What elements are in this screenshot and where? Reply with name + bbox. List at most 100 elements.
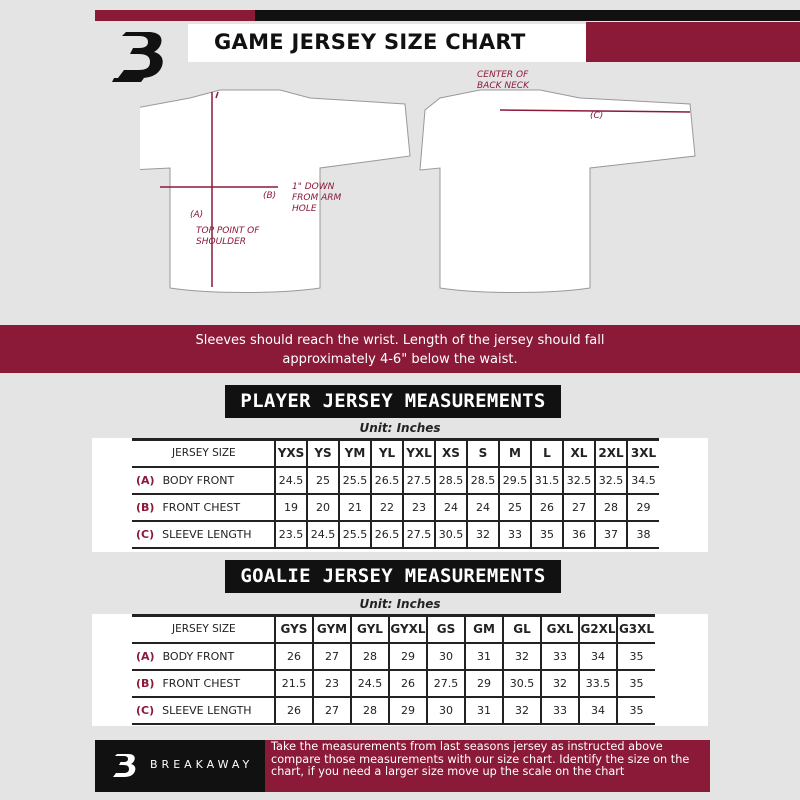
title-accent-block: [586, 22, 800, 62]
row-name: BODY FRONT: [162, 473, 235, 487]
measurement-cell: 20: [306, 493, 339, 522]
measurement-cell: 29: [388, 696, 427, 725]
measurement-row: (B) FRONT CHEST 21.5 23 24.5 26 27.5 29 30.5 32 33…: [132, 669, 655, 698]
measurement-cell: 24: [434, 493, 467, 522]
measurement-cell: 22: [370, 493, 403, 522]
a-marker: (A): [190, 210, 204, 220]
measurement-cell: 34: [578, 642, 617, 671]
measurement-cell: 28: [350, 642, 389, 671]
size-header: XS: [434, 438, 467, 468]
measurement-cell: 24.5: [274, 466, 307, 495]
size-header: GL: [502, 614, 541, 644]
measurement-cell: 29: [626, 493, 659, 522]
measurement-cell: 27: [312, 696, 351, 725]
player-section-title: PLAYER JERSEY MEASUREMENTS: [225, 385, 561, 418]
measurement-cell: 35: [530, 520, 563, 549]
measurement-cell: 25: [306, 466, 339, 495]
size-header: GYS: [274, 614, 313, 644]
size-header: G3XL: [616, 614, 655, 644]
size-header: L: [530, 438, 563, 468]
measurement-cell: 36: [562, 520, 595, 549]
row-name: FRONT CHEST: [162, 676, 241, 690]
row-name: SLEEVE LENGTH: [162, 703, 252, 717]
measurement-cell: 31: [464, 642, 503, 671]
page-title: GAME JERSEY SIZE CHART: [188, 24, 586, 62]
measurement-cell: 27.5: [402, 520, 435, 549]
fit-instructions-banner: Sleeves should reach the wrist. Length o…: [0, 325, 800, 373]
row-label: (B) FRONT CHEST: [132, 669, 275, 698]
measurement-cell: 26: [530, 493, 563, 522]
row-name: FRONT CHEST: [162, 500, 241, 514]
size-header: YXL: [402, 438, 435, 468]
measurement-cell: 30: [426, 696, 465, 725]
goalie-size-table: JERSEY SIZE GYS GYM GYL GYXL GS GM GL GXL G2XL G3X…: [132, 614, 655, 725]
banner-line-2: approximately 4-6" below the waist.: [282, 352, 518, 367]
measurement-cell: 27.5: [426, 669, 465, 698]
center-back-neck-label: CENTER OF BACK NECK: [477, 70, 529, 91]
size-header: YM: [338, 438, 371, 468]
measurement-cell: 32.5: [594, 466, 627, 495]
measurement-cell: 32: [502, 696, 541, 725]
measurement-cell: 26.5: [370, 466, 403, 495]
measurement-row: (B) FRONT CHEST 19 20 21 22 23 24 24 25 26 27 28 29: [132, 493, 659, 522]
c-marker: (C): [590, 111, 604, 121]
measurement-cell: 32: [466, 520, 499, 549]
measurement-cell: 23: [312, 669, 351, 698]
measurement-cell: 32.5: [562, 466, 595, 495]
measurement-cell: 35: [616, 642, 655, 671]
measurement-row: (C) SLEEVE LENGTH 23.5 24.5 25.5 26.5 27.5 30.5…: [132, 520, 659, 549]
size-header: YL: [370, 438, 403, 468]
measurement-cell: 35: [616, 669, 655, 698]
footer-logo: [113, 754, 136, 777]
size-header: YS: [306, 438, 339, 468]
size-header: YXS: [274, 438, 307, 468]
measurement-cell: 30.5: [434, 520, 467, 549]
measurement-cell: 30.5: [502, 669, 541, 698]
measurement-cell: 28: [594, 493, 627, 522]
footer-note: Take the measurements from last seasons …: [265, 740, 710, 792]
size-header: GYM: [312, 614, 351, 644]
measurement-cell: 27: [312, 642, 351, 671]
measurement-cell: 26: [274, 642, 313, 671]
row-id: (A): [136, 473, 155, 487]
measurement-cell: 21.5: [274, 669, 313, 698]
footer-brand-name: BREAKAWAY: [150, 758, 254, 771]
measurement-cell: 23: [402, 493, 435, 522]
size-header-row: JERSEY SIZE GYS GYM GYL GYXL GS GM GL GXL G2XL G3X…: [132, 614, 655, 644]
jersey-size-label: JERSEY SIZE: [132, 438, 275, 468]
size-header: GYXL: [388, 614, 427, 644]
measurement-cell: 38: [626, 520, 659, 549]
measurement-cell: 32: [540, 669, 579, 698]
player-table-wrap: JERSEY SIZE YXS YS YM YL YXL XS S M L XL 2XL 3XL (A) B…: [92, 438, 708, 552]
row-name: SLEEVE LENGTH: [162, 527, 252, 541]
row-label: (C) SLEEVE LENGTH: [132, 696, 275, 725]
row-label: (A) BODY FRONT: [132, 642, 275, 671]
player-unit-label: Unit: Inches: [359, 421, 441, 435]
b-marker: (B): [263, 191, 277, 201]
size-header: GXL: [540, 614, 579, 644]
goalie-unit-label: Unit: Inches: [359, 597, 441, 611]
row-id: (C): [136, 527, 155, 541]
measurement-cell: 33: [540, 696, 579, 725]
measurement-row: (A) BODY FRONT 26 27 28 29 30 31 32 33 34 35: [132, 642, 655, 671]
measurement-cell: 34: [578, 696, 617, 725]
size-header: G2XL: [578, 614, 617, 644]
measurement-cell: 25.5: [338, 520, 371, 549]
size-header: S: [466, 438, 499, 468]
measurement-cell: 33: [540, 642, 579, 671]
size-header: 2XL: [594, 438, 627, 468]
goalie-section-title: GOALIE JERSEY MEASUREMENTS: [225, 560, 561, 593]
breakaway-logo: [112, 32, 163, 82]
measurement-cell: 27.5: [402, 466, 435, 495]
measurement-cell: 37: [594, 520, 627, 549]
size-header: 3XL: [626, 438, 659, 468]
row-id: (B): [136, 500, 155, 514]
size-header: XL: [562, 438, 595, 468]
measurement-cell: 24.5: [306, 520, 339, 549]
row-name: BODY FRONT: [162, 649, 235, 663]
row-label: (C) SLEEVE LENGTH: [132, 520, 275, 549]
measurement-cell: 19: [274, 493, 307, 522]
row-id: (A): [136, 649, 155, 663]
jersey-diagram: [140, 89, 696, 293]
measurement-cell: 25: [498, 493, 531, 522]
